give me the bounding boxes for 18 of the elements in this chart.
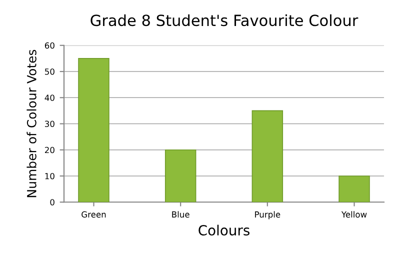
x-tick-label: Green	[82, 211, 106, 218]
y-tick-label: 30	[45, 120, 54, 128]
bar	[164, 149, 196, 202]
y-tick-label: 60	[44, 42, 54, 49]
y-tick-label: 0	[50, 199, 54, 206]
y-tick-label: 40	[44, 94, 54, 101]
x-tick-label: Blue	[172, 211, 190, 218]
bar	[338, 176, 370, 202]
y-axis-title: Number of Colour Votes	[26, 50, 36, 198]
y-tick-label: 10	[45, 172, 54, 180]
bar	[252, 110, 284, 202]
bar	[78, 58, 110, 202]
x-axis-title: Colours	[198, 224, 250, 236]
y-tick-label: 50	[45, 68, 54, 75]
chart-title: Grade 8 Student's Favourite Colour	[90, 14, 358, 26]
y-tick-label: 20	[44, 146, 54, 154]
x-tick-label: Yellow	[341, 211, 367, 218]
x-tick-label: Purple	[255, 211, 280, 220]
